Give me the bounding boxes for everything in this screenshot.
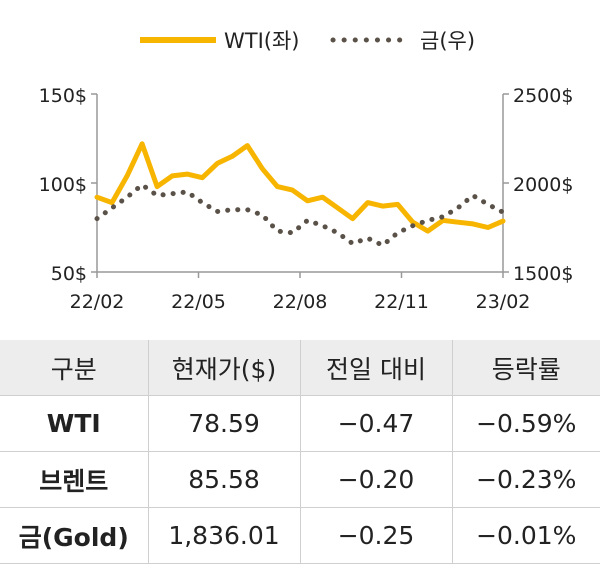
table-row: 브렌트 85.58 −0.20 −0.23% [0,452,600,508]
change-value: −0.20 [300,452,452,508]
current-price: 1,836.01 [148,508,300,564]
header-category: 구분 [0,340,148,396]
x-tick-label: 22/11 [374,291,429,313]
header-change: 전일 대비 [300,340,452,396]
row-label: WTI [0,396,148,452]
legend: WTI(좌) 금(우) [140,29,475,53]
change-rate: −0.23% [452,452,600,508]
y-left-tick-label: 150$ [39,85,87,107]
x-tick-label: 23/02 [476,291,531,313]
x-tick-label: 22/05 [171,291,226,313]
x-tick-label: 22/08 [273,291,328,313]
legend-wti-label: WTI(좌) [224,29,300,53]
y-right-tick-label: 2000$ [513,174,573,196]
current-price: 78.59 [148,396,300,452]
legend-gold-label: 금(우) [420,29,475,53]
price-chart: WTI(좌) 금(우) 150$ 100$ 50$ 2500$ 2000$ 1500$ 22… [0,0,600,330]
y-right-tick-label: 1500$ [513,263,573,285]
header-current-price: 현재가($) [148,340,300,396]
x-tick-label: 22/02 [70,291,125,313]
y-left-tick-label: 50$ [51,263,87,285]
price-table: 구분 현재가($) 전일 대비 등락률 WTI 78.59 −0.47 −0.5… [0,340,600,564]
change-value: −0.47 [300,396,452,452]
current-price: 85.58 [148,452,300,508]
table-row: 금(Gold) 1,836.01 −0.25 −0.01% [0,508,600,564]
change-rate: −0.59% [452,396,600,452]
row-label: 금(Gold) [0,508,148,564]
change-value: −0.25 [300,508,452,564]
row-label: 브렌트 [0,452,148,508]
change-rate: −0.01% [452,508,600,564]
table-row: WTI 78.59 −0.47 −0.59% [0,396,600,452]
table-header-row: 구분 현재가($) 전일 대비 등락률 [0,340,600,396]
header-change-rate: 등락률 [452,340,600,396]
y-left-tick-label: 100$ [39,174,87,196]
y-right-tick-label: 2500$ [513,85,573,107]
